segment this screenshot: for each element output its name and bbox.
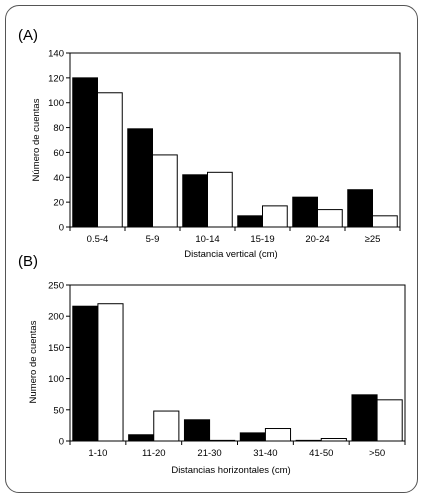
b-bar-s2-5 <box>376 399 403 442</box>
a-bar-s2-4 <box>317 209 343 228</box>
b-bar-s1-0 <box>72 305 99 442</box>
a-y-tick-label: 0 <box>59 223 64 234</box>
a-bar-s1-4 <box>292 196 318 228</box>
b-x-tick-label: 41-50 <box>309 448 333 459</box>
a-x-tick-label: 20-24 <box>305 234 329 245</box>
a-bar-s2-2 <box>207 171 233 228</box>
b-y-tick-label: 0 <box>59 437 64 448</box>
b-y-tick-label: 250 <box>48 281 64 292</box>
b-x-tick-label: >50 <box>369 448 385 459</box>
a-y-tick-label: 140 <box>48 49 64 60</box>
b-bar-s1-3 <box>239 432 266 442</box>
b-x-tick-label: 21-30 <box>197 448 221 459</box>
b-bar-s2-3 <box>264 428 292 442</box>
panel-a-ylabel: Número de cuentas <box>31 98 42 181</box>
a-x-tick-label: 15-19 <box>250 234 274 245</box>
b-x-tick-label: 11-20 <box>142 448 166 459</box>
b-y-tick-label: 200 <box>48 312 64 323</box>
b-y-tick-label: 150 <box>48 343 64 354</box>
panel-b-xlabel: Distancias horizontales (cm) <box>171 465 290 476</box>
b-bar-s1-4 <box>295 439 322 442</box>
a-y-tick-label: 40 <box>53 173 64 184</box>
a-bar-s2-0 <box>97 92 123 228</box>
a-x-tick-label: 10-14 <box>195 234 219 245</box>
a-bar-s1-5 <box>347 189 373 228</box>
a-x-tick-label: 0.5-4 <box>87 234 109 245</box>
b-y-tick-label: 100 <box>48 374 64 385</box>
b-bar-s1-1 <box>128 434 155 442</box>
b-bar-s2-0 <box>97 303 124 442</box>
a-bar-s1-3 <box>237 215 263 228</box>
b-x-tick-label: 31-40 <box>253 448 277 459</box>
panel-b-ylabel: Numero de cuentas <box>28 320 39 403</box>
panel-a-label: (A) <box>18 27 38 44</box>
a-y-tick-label: 20 <box>53 198 64 209</box>
b-bar-s1-2 <box>183 419 211 442</box>
a-y-tick-label: 60 <box>53 148 64 159</box>
a-bar-s1-0 <box>72 77 98 228</box>
panel-b-label: (B) <box>18 253 38 270</box>
a-y-tick-label: 80 <box>53 123 64 134</box>
panel-a-xlabel: Distancia vertical (cm) <box>184 249 277 260</box>
a-bar-s1-1 <box>127 128 153 228</box>
b-bar-s2-1 <box>153 410 180 442</box>
a-bar-s2-3 <box>262 205 288 228</box>
panel-b: (B) Distancias horizontales (cm) Numero … <box>18 253 406 476</box>
panel-a: (A) Distancia vertical (cm) Número de cu… <box>18 27 401 260</box>
b-bar-s2-2 <box>209 439 236 442</box>
b-x-tick-label: 1-10 <box>88 448 107 459</box>
a-x-tick-label: ≥25 <box>365 234 381 245</box>
b-bar-s1-5 <box>351 394 378 442</box>
a-bar-s2-1 <box>152 154 178 228</box>
b-y-tick-label: 50 <box>53 405 64 416</box>
a-y-tick-label: 100 <box>48 98 64 109</box>
a-y-tick-label: 120 <box>48 73 64 84</box>
a-bar-s2-5 <box>372 215 398 228</box>
b-bar-s2-4 <box>320 438 347 442</box>
a-bar-s1-2 <box>182 174 208 228</box>
a-x-tick-label: 5-9 <box>146 234 160 245</box>
